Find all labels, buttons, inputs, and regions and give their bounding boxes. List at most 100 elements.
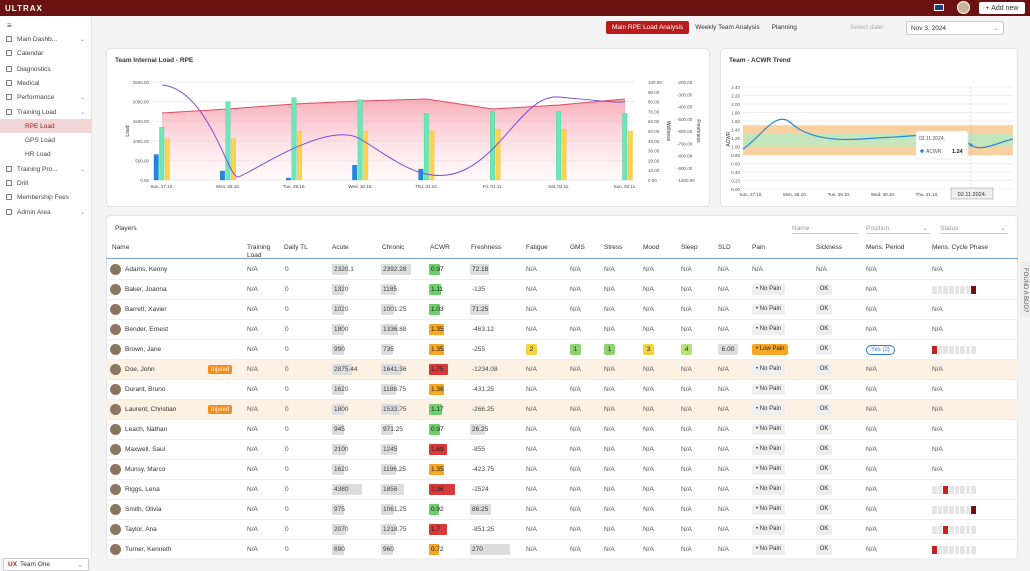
status-filter[interactable]: Status ⌄ xyxy=(940,223,1008,234)
y-tick-label: 2500.00 xyxy=(133,80,150,85)
daily-tl-cell: 0 xyxy=(285,306,289,313)
table-row[interactable]: Smith, Olivia N/A 0 975 1061.25 0.92 86.25 N/A N… xyxy=(106,500,1018,520)
col-header-stress[interactable]: Stress xyxy=(604,244,623,251)
table-row[interactable]: Baker, Joanna N/A 0 1320 1185 1.11 -135 N/A N/A N… xyxy=(106,280,1018,300)
player-name[interactable]: Doe, John xyxy=(125,366,155,373)
sidebar-item-diagnostics[interactable]: Diagnostics xyxy=(0,62,92,76)
sidebar-item-performance[interactable]: Performance ⌄ xyxy=(0,90,92,104)
player-name[interactable]: Laurent, Christian xyxy=(125,406,177,413)
team-selector[interactable]: UX Team One ⌄ xyxy=(3,558,89,571)
col-header-name[interactable]: Name xyxy=(112,244,130,251)
col-header-mens-period[interactable]: Mens. Period xyxy=(866,244,905,251)
y2-tick-label: 50.00 xyxy=(648,129,660,134)
col-header-freshness[interactable]: Freshness xyxy=(471,244,502,251)
player-name[interactable]: Smith, Olivia xyxy=(125,506,162,513)
col-header-mens-cycle-phase[interactable]: Mens. Cycle Phase xyxy=(932,244,988,251)
sidebar-item-membership-fees[interactable]: Membership Fees xyxy=(0,190,92,204)
table-row[interactable]: Adams, Kenny N/A 0 2320.1 2392.28 0.97 72.18 N/… xyxy=(106,260,1018,280)
daily-tl-cell: 0 xyxy=(285,286,289,293)
col-header-daily-tl[interactable]: Daily TL xyxy=(284,244,308,251)
col-header-acute[interactable]: Acute xyxy=(332,244,349,251)
table-row[interactable]: Turner, Kenneth N/A 0 690 960 0.72 270 N/A N/A N/… xyxy=(106,540,1018,560)
gms-cell: N/A xyxy=(570,446,581,453)
player-name[interactable]: Brown, Jane xyxy=(125,346,162,353)
player-name[interactable]: Barrett, Xavier xyxy=(125,306,167,313)
player-name[interactable]: Maxwell, Saul xyxy=(125,446,166,453)
cycle-segment xyxy=(937,526,943,534)
sidebar-item-rpe-load[interactable]: RPE Load xyxy=(0,119,92,133)
sleep-cell: N/A xyxy=(681,546,692,553)
col-header-sickness[interactable]: Sickness xyxy=(816,244,843,251)
player-name[interactable]: Bender, Ernest xyxy=(125,326,168,333)
sidebar-item-main-dashb[interactable]: Main Dashb... ⌄ xyxy=(0,32,92,46)
sidebar-item-drill[interactable]: Drill xyxy=(0,176,92,190)
tab-planning[interactable]: Planning xyxy=(771,24,797,31)
table-row[interactable]: Leach, Nathan N/A 0 945 971.25 0.97 26.25 N/A N/… xyxy=(106,420,1018,440)
player-name[interactable]: Leach, Nathan xyxy=(125,426,168,433)
x-tick-label: Mon, 28.10. xyxy=(783,192,807,197)
table-row[interactable]: Bender, Ernest N/A 0 1800 1336.88 1.35 -463.12… xyxy=(106,320,1018,340)
mens-period-cell: N/A xyxy=(866,266,877,273)
date-input[interactable]: Nov 3, 2024 ⌄ xyxy=(906,21,1004,35)
acwr-cell: 1.35 xyxy=(429,324,444,335)
player-name[interactable]: Adams, Kenny xyxy=(125,266,168,273)
player-name[interactable]: Turner, Kenneth xyxy=(125,546,172,553)
position-filter[interactable]: Position ⌄ xyxy=(866,223,930,234)
chronic-cell: 1245 xyxy=(381,444,398,455)
y-tick-label: 1.80 xyxy=(731,111,740,116)
chevron-down-icon: ⌄ xyxy=(993,25,999,32)
menu-toggle[interactable]: ≡ xyxy=(0,18,92,32)
sidebar-item-medical[interactable]: Medical xyxy=(0,76,92,90)
language-flag-icon[interactable] xyxy=(934,4,944,11)
table-row[interactable]: Munsy, Marco N/A 0 1620 1196.25 1.35 -423.75 N/… xyxy=(106,460,1018,480)
mens-period-badge[interactable]: Yes (2) xyxy=(866,345,895,355)
col-header-acwr[interactable]: ACWR xyxy=(430,244,450,251)
table-row[interactable]: Brown, Jane N/A 0 990 735 1.35 -255 2 1 1 3 4 6.00 • … xyxy=(106,340,1018,360)
sidebar-item-gps-load[interactable]: GPS Load xyxy=(0,133,92,147)
col-header-sleep[interactable]: Sleep xyxy=(681,244,698,251)
col-header-fatigue[interactable]: Fatigue xyxy=(526,244,548,251)
user-avatar[interactable] xyxy=(957,1,970,14)
table-row[interactable]: Taylor, Ana N/A 0 2070 1218.75 1.7 -851.25 N/A N… xyxy=(106,520,1018,540)
player-name[interactable]: Riggs, Lena xyxy=(125,486,160,493)
hamburger-icon[interactable]: ≡ xyxy=(7,20,12,30)
table-row[interactable]: Doe, John Injured N/A 0 2875.44 1641.36 1.75 -1… xyxy=(106,360,1018,380)
table-row[interactable]: Riggs, Lena N/A 0 4380 1856 2.36 -2524 N/A N/A N/… xyxy=(106,480,1018,500)
col-header-training-load[interactable]: Training Load xyxy=(247,244,271,259)
name-filter[interactable]: Name xyxy=(792,223,858,234)
app-logo[interactable]: ULTRAX xyxy=(5,3,43,13)
add-new-button[interactable]: + Add new xyxy=(979,2,1025,14)
sidebar-item-label: Performance xyxy=(17,93,55,101)
cycle-segment xyxy=(932,526,937,534)
gms-score: 1 xyxy=(570,344,581,355)
tab-weekly-team[interactable]: Weekly Team Analysis xyxy=(695,24,760,31)
y-tick-label: 0.80 xyxy=(731,153,740,158)
tab-main-rpe[interactable]: Main RPE Load Analysis xyxy=(606,21,690,34)
col-header-chronic[interactable]: Chronic xyxy=(382,244,405,251)
bar-tue-29-10-s0 xyxy=(286,177,291,181)
sidebar-item-hr-load[interactable]: HR Load xyxy=(0,147,92,161)
player-name[interactable]: Munsy, Marco xyxy=(125,466,166,473)
sidebar-item-training-load[interactable]: Training Load ⌄ xyxy=(0,105,92,119)
team-logo: UX xyxy=(8,561,18,568)
table-row[interactable]: Barrett, Xavier N/A 0 1020 1001.25 1.03 71.25 N… xyxy=(106,300,1018,320)
pain-badge: • No Pain xyxy=(752,284,786,295)
player-name[interactable]: Taylor, Ana xyxy=(125,526,157,533)
col-header-sld[interactable]: SLD xyxy=(718,244,731,251)
table-row[interactable]: Laurent, Christian Injured N/A 0 1800 1533.75… xyxy=(106,400,1018,420)
sidebar-item-admin-area[interactable]: Admin Area ⌄ xyxy=(0,205,92,219)
table-row[interactable]: Durant, Bruno N/A 0 1620 1188.75 1.36 -431.25 N… xyxy=(106,380,1018,400)
col-header-pain[interactable]: Pain xyxy=(752,244,766,251)
sidebar-item-training-pro[interactable]: Training Pro... ⌄ xyxy=(0,162,92,176)
player-name[interactable]: Durant, Bruno xyxy=(125,386,166,393)
player-name[interactable]: Baker, Joanna xyxy=(125,286,167,293)
sickness-badge: OK xyxy=(816,284,832,295)
y-tick-label: 0.40 xyxy=(731,170,740,175)
table-row[interactable]: Maxwell, Saul N/A 0 2100 1245 1.69 -855 N/A N/A N… xyxy=(106,440,1018,460)
y3-tick-label: -500.00 xyxy=(677,117,693,122)
col-header-gms[interactable]: GMS xyxy=(570,244,585,251)
col-header-mood[interactable]: Mood xyxy=(643,244,660,251)
sidebar-item-calendar[interactable]: Calendar xyxy=(0,46,92,60)
mens-cycle-cell: N/A xyxy=(932,466,943,473)
found-bug-tab[interactable]: FOUND A BUG? xyxy=(1020,262,1030,318)
